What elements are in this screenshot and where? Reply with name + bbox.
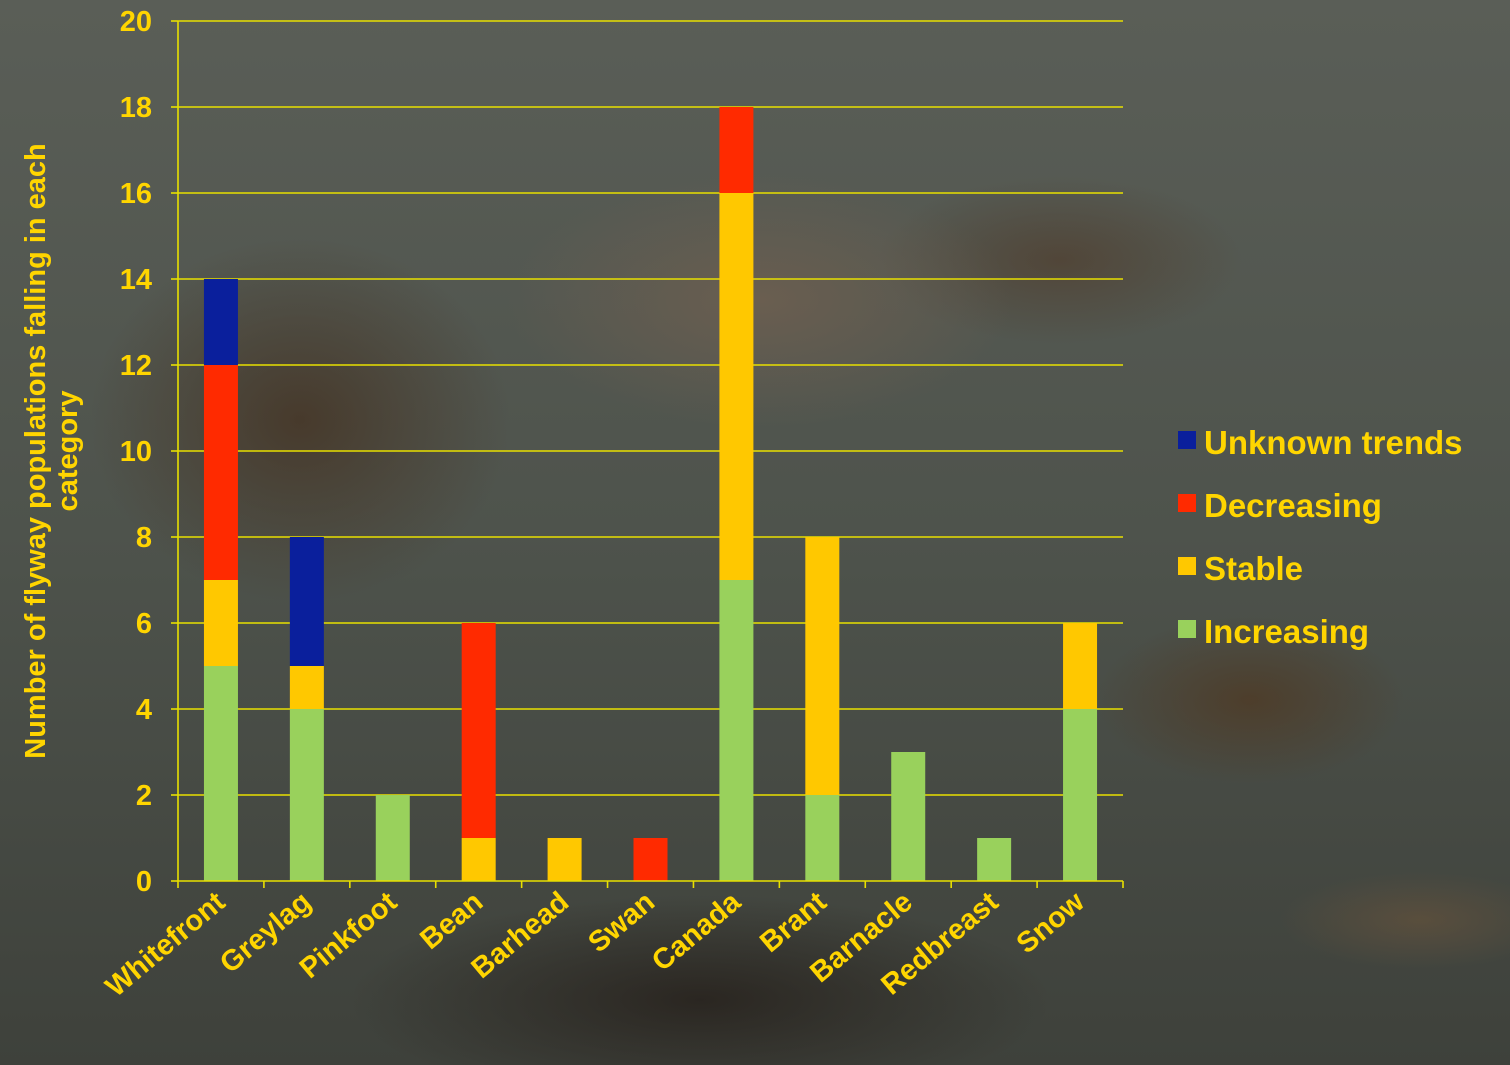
bar-barhead-stable: [547, 838, 582, 881]
legend-swatch-stable: [1178, 557, 1196, 575]
x-label-canada: Canada: [646, 885, 747, 977]
y-tick-label-16: 16: [120, 178, 152, 210]
y-tick-label-20: 20: [120, 6, 152, 38]
bar-greylag-unknown-trends: [289, 537, 324, 666]
y-tick-label-4: 4: [136, 694, 152, 726]
gridlines: [178, 20, 1123, 796]
axes: [171, 20, 1124, 888]
bar-canada-stable: [719, 193, 754, 580]
y-tick-label-6: 6: [136, 608, 152, 640]
bar-whitefront-stable: [203, 580, 238, 666]
x-label-brant: Brant: [754, 886, 833, 959]
bar-redbreast-increasing: [977, 838, 1012, 881]
bar-whitefront-unknown-trends: [203, 279, 238, 365]
legend-label-increasing: Increasing: [1204, 613, 1369, 650]
y-axis-title-line-2: category: [52, 391, 84, 512]
legend-label-unknown-trends: Unknown trends: [1204, 424, 1463, 461]
y-axis-title: Number of flyway populations falling in …: [20, 143, 84, 759]
x-label-pinkfoot: Pinkfoot: [294, 886, 404, 985]
bar-whitefront-decreasing: [203, 365, 238, 580]
y-tick-label-12: 12: [120, 350, 152, 382]
bar-pinkfoot-increasing: [375, 795, 410, 881]
bar-greylag-stable: [289, 666, 324, 709]
bar-swan-decreasing: [633, 838, 668, 881]
x-label-bean: Bean: [414, 886, 489, 956]
y-tick-labels: 0 2 4 6 8 10 12 14 16 18 20: [120, 6, 152, 898]
bar-canada-increasing: [719, 580, 754, 881]
y-tick-label-0: 0: [136, 866, 152, 898]
legend-swatch-unknown-trends: [1178, 431, 1196, 449]
bar-snow-stable: [1063, 623, 1098, 709]
bar-canada-decreasing: [719, 107, 754, 193]
bars: [203, 107, 1098, 881]
y-tick-label-2: 2: [136, 780, 152, 812]
y-axis-title-line-1: Number of flyway populations falling in …: [20, 143, 52, 759]
y-tick-label-8: 8: [136, 522, 152, 554]
y-tick-label-18: 18: [120, 92, 152, 124]
legend-label-stable: Stable: [1204, 550, 1303, 587]
bar-bean-decreasing: [461, 623, 496, 838]
y-tick-label-14: 14: [120, 264, 152, 296]
bar-greylag-increasing: [289, 709, 324, 881]
legend-swatch-decreasing: [1178, 494, 1196, 512]
bar-barnacle-increasing: [891, 752, 926, 881]
x-label-whitefront: Whitefront: [100, 886, 232, 1004]
x-label-barhead: Barhead: [466, 886, 575, 985]
bar-bean-stable: [461, 838, 496, 881]
legend-swatch-increasing: [1178, 620, 1196, 638]
y-tick-label-10: 10: [120, 436, 152, 468]
legend-label-decreasing: Decreasing: [1204, 487, 1382, 524]
bar-whitefront-increasing: [203, 666, 238, 881]
x-label-swan: Swan: [582, 886, 661, 959]
bar-brant-increasing: [805, 795, 840, 881]
bar-brant-stable: [805, 537, 840, 795]
bar-snow-increasing: [1063, 709, 1098, 881]
x-label-snow: Snow: [1011, 886, 1091, 961]
legend: Unknown trends Decreasing Stable Increasing: [1178, 424, 1463, 650]
